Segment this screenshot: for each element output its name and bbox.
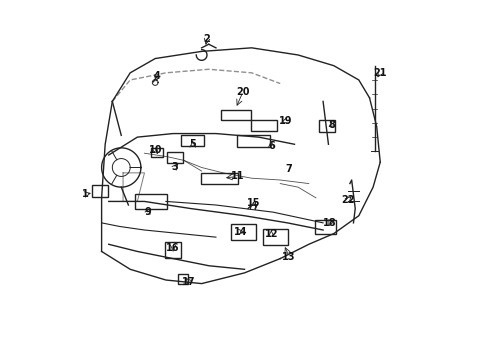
Text: 18: 18: [323, 218, 336, 228]
Text: 1: 1: [82, 189, 89, 199]
Text: 3: 3: [171, 162, 178, 172]
Text: 5: 5: [189, 139, 196, 149]
Text: 6: 6: [267, 141, 274, 151]
Text: 7: 7: [285, 164, 292, 174]
Text: 2: 2: [203, 34, 210, 44]
Text: 21: 21: [373, 68, 386, 78]
Text: 9: 9: [144, 207, 151, 217]
Text: 16: 16: [166, 243, 180, 253]
Text: 22: 22: [341, 195, 354, 204]
Text: 10: 10: [148, 145, 162, 155]
Text: 17: 17: [182, 277, 196, 287]
Text: 11: 11: [230, 171, 244, 181]
Text: 12: 12: [264, 229, 278, 239]
Text: 8: 8: [328, 120, 335, 130]
Text: 13: 13: [282, 252, 295, 262]
Text: 19: 19: [278, 116, 292, 126]
Text: 15: 15: [246, 198, 260, 208]
Text: 4: 4: [153, 71, 160, 81]
Text: 20: 20: [236, 87, 249, 98]
Text: 14: 14: [234, 227, 247, 237]
